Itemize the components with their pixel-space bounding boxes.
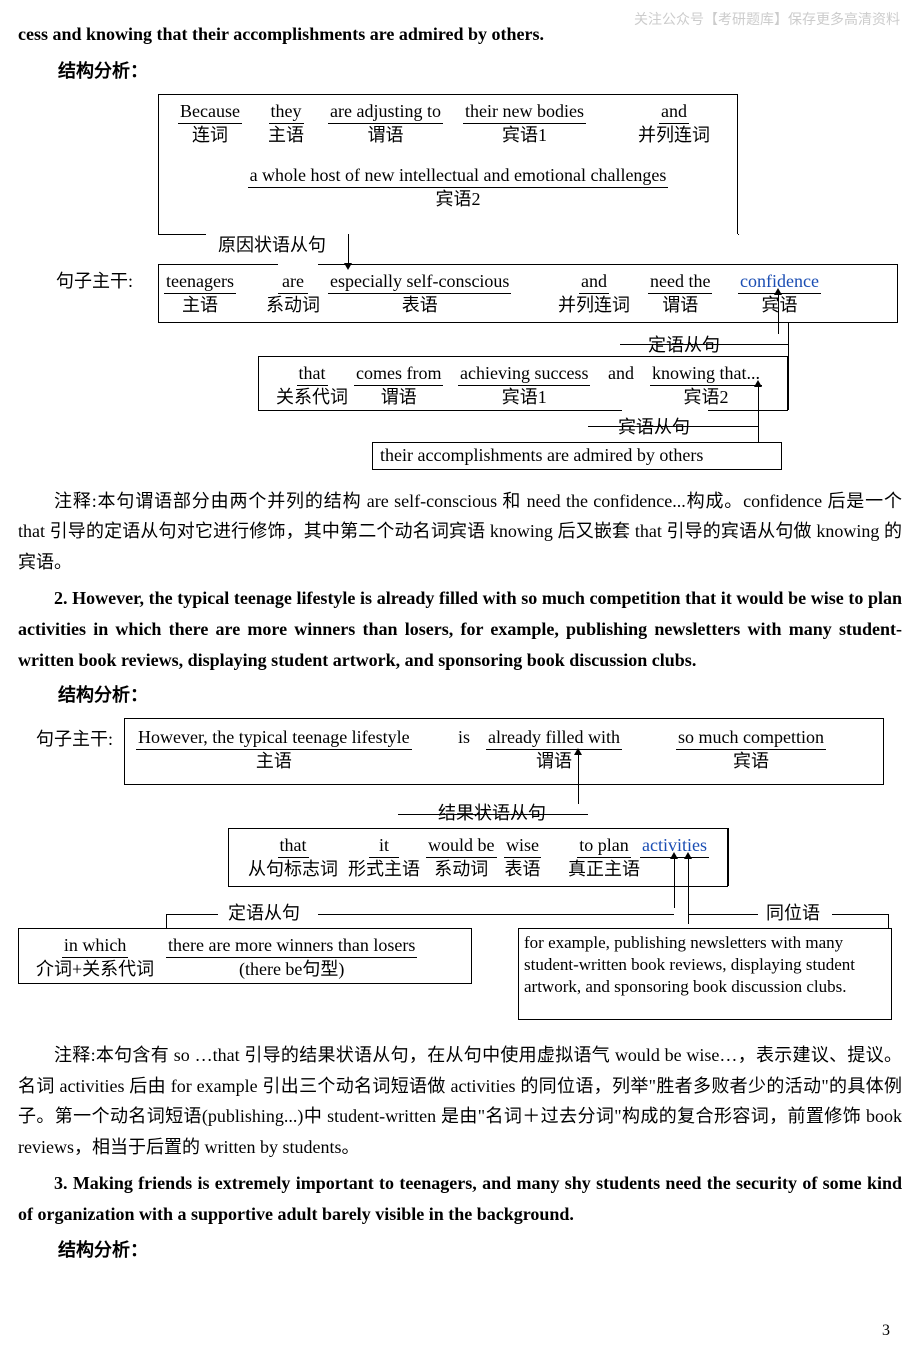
d2-however-eng: However, the typical teenage lifestyle	[136, 726, 412, 750]
d1-that-chn: 关系代词	[276, 386, 348, 409]
d1-because-chn: 连词	[178, 124, 242, 147]
d2-appos-text: for example, publishing newsletters with…	[524, 932, 886, 998]
d1-teenagers-eng: teenagers	[164, 270, 236, 294]
d2-wouldbe-chn: 系动词	[426, 858, 497, 881]
watermark-text: 关注公众号【考研题库】保存更多高清资料	[634, 10, 900, 32]
d1-attrib-label: 定语从句	[648, 334, 720, 357]
d1-and3: and	[608, 363, 634, 383]
diagram-1: Because连词 they主语 are adjusting to谓语 thei…	[18, 94, 898, 474]
d1-knowing-chn: 宾语2	[650, 386, 762, 409]
d2-stem-label: 句子主干:	[36, 728, 113, 751]
section-label-1: 结构分析：	[58, 57, 902, 86]
d2-filled-chn: 谓语	[486, 750, 622, 773]
d2-wouldbe-eng: would be	[426, 834, 497, 858]
d1-stem-label: 句子主干:	[56, 270, 133, 293]
page-number: 3	[882, 1318, 890, 1344]
d2-that-eng: that	[278, 834, 309, 858]
d1-obj-label: 宾语从句	[618, 416, 690, 439]
d1-comes-eng: comes from	[354, 362, 443, 386]
d1-host-eng: a whole host of new intellectual and emo…	[248, 164, 669, 188]
d1-selfcons-chn: 表语	[328, 294, 511, 317]
d1-reason-label: 原因状语从句	[218, 235, 326, 255]
d1-bodies-eng: their new bodies	[463, 100, 586, 124]
d1-need-eng: need the	[648, 270, 712, 294]
d1-comes-chn: 谓语	[354, 386, 443, 409]
d1-and-chn: 并列连词	[638, 124, 710, 147]
d2-filled-eng: already filled with	[486, 726, 622, 750]
d1-selfcons-eng: especially self-conscious	[328, 270, 511, 294]
d1-and2-chn: 并列连词	[558, 294, 630, 317]
diagram-2: 句子主干: However, the typical teenage lifes…	[18, 718, 898, 1028]
d1-bodies-chn: 宾语1	[463, 124, 586, 147]
d1-that-eng: that	[297, 362, 328, 386]
d1-need-chn: 谓语	[648, 294, 712, 317]
d1-are-eng: are	[278, 270, 308, 294]
d1-because-eng: Because	[178, 100, 242, 124]
d1-achieving-chn: 宾语1	[458, 386, 590, 409]
d1-and-eng: and	[659, 100, 689, 124]
section-label-2: 结构分析：	[58, 681, 902, 710]
d2-attrib-label: 定语从句	[228, 902, 300, 925]
d1-teenagers-chn: 主语	[164, 294, 236, 317]
d1-and2-eng: and	[579, 270, 609, 294]
d2-however-chn: 主语	[136, 750, 412, 773]
d2-inwhich-chn: 介词+关系代词	[36, 958, 154, 981]
sentence-2: 2. However, the typical teenage lifestyl…	[18, 583, 902, 675]
note-2: 注释:本句含有 so …that 引导的结果状语从句，在从句中使用虚拟语气 wo…	[18, 1040, 902, 1162]
d1-they-chn: 主语	[268, 124, 304, 147]
d2-somuch-chn: 宾语	[676, 750, 826, 773]
section-label-3: 结构分析：	[58, 1236, 902, 1265]
d2-is-eng: is	[458, 727, 470, 747]
d2-it-eng: it	[369, 834, 399, 858]
d2-wise-chn: 表语	[504, 858, 541, 881]
d2-toplan-eng: to plan	[577, 834, 631, 858]
d2-thereare-chn: (there be句型)	[166, 958, 417, 981]
d2-thereare-eng: there are more winners than losers	[166, 934, 417, 958]
d2-that-chn: 从句标志词	[248, 858, 338, 881]
d1-host-chn: 宾语2	[178, 188, 738, 211]
d2-it-chn: 形式主语	[348, 858, 420, 881]
d1-confidence-chn: 宾语	[738, 294, 821, 317]
d1-knowing-eng: knowing that...	[650, 362, 762, 386]
d2-toplan-chn: 真正主语	[568, 858, 640, 881]
d2-wise-eng: wise	[504, 834, 541, 858]
d1-are-chn: 系动词	[266, 294, 320, 317]
sentence-3: 3. Making friends is extremely important…	[18, 1168, 902, 1229]
d2-inwhich-eng: in which	[62, 934, 129, 958]
d1-adjusting-eng: are adjusting to	[328, 100, 443, 124]
d1-achieving-eng: achieving success	[458, 362, 590, 386]
d1-they-eng: they	[269, 100, 304, 124]
d2-somuch-eng: so much compettion	[676, 726, 826, 750]
note-1: 注释:本句谓语部分由两个并列的结构 are self-conscious 和 n…	[18, 486, 902, 578]
d2-appos-label: 同位语	[766, 902, 820, 925]
d1-adjusting-chn: 谓语	[328, 124, 443, 147]
d1-accomp: their accomplishments are admired by oth…	[380, 444, 703, 467]
